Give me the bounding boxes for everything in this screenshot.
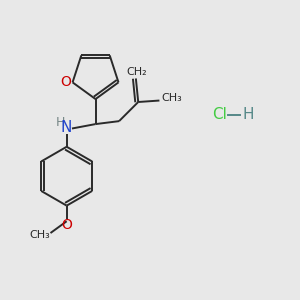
Text: H: H	[56, 116, 65, 128]
Text: CH₂: CH₂	[127, 67, 147, 77]
Text: O: O	[61, 75, 71, 89]
Text: N: N	[61, 120, 72, 135]
Text: Cl: Cl	[212, 107, 227, 122]
Text: CH₃: CH₃	[29, 230, 50, 240]
Text: O: O	[61, 218, 72, 232]
Text: H: H	[243, 107, 254, 122]
Text: CH₃: CH₃	[161, 93, 182, 103]
